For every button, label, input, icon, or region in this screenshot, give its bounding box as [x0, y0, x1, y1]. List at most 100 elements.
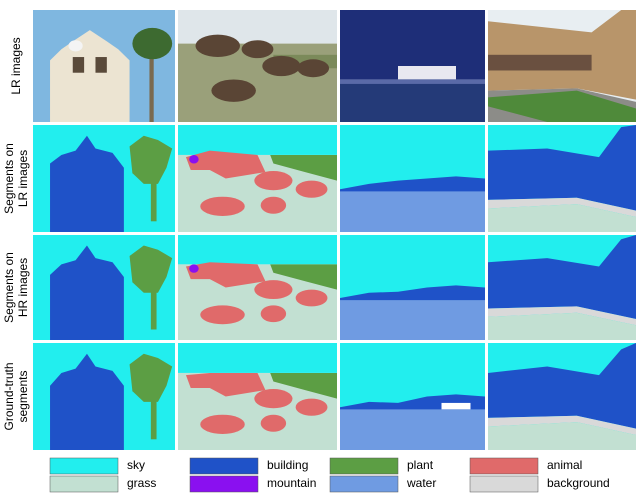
row-label-line: Segments on: [2, 143, 16, 214]
bison: [195, 34, 241, 58]
grass: [488, 204, 636, 232]
animal: [295, 180, 328, 198]
legend-label: mountain: [267, 476, 316, 490]
image-cell: [488, 343, 636, 450]
water: [340, 298, 485, 340]
row-label-line: LR images: [16, 150, 30, 207]
legend-label: water: [406, 476, 436, 490]
animal: [295, 289, 328, 307]
water: [340, 407, 485, 450]
background: [441, 402, 471, 410]
animal: [185, 150, 266, 179]
water: [340, 189, 485, 232]
legend-label: animal: [547, 458, 582, 472]
legend-label: background: [547, 476, 610, 490]
image-cell: [33, 235, 175, 340]
plant: [129, 353, 173, 402]
image-cell: [178, 10, 337, 122]
tower: [50, 30, 130, 122]
plant: [150, 178, 157, 222]
legend-swatch: [49, 475, 119, 493]
region: [72, 57, 85, 73]
image-cell: [178, 235, 337, 340]
legend-swatch: [329, 457, 399, 475]
background: [488, 306, 636, 326]
image-cell: [178, 343, 337, 450]
bison: [297, 59, 330, 78]
region: [178, 343, 337, 373]
image-cell: [178, 125, 337, 232]
plant: [129, 245, 173, 293]
building: [488, 343, 636, 429]
image-grid: [33, 10, 636, 450]
image-cell: [33, 343, 175, 450]
region: [95, 57, 107, 73]
animal: [200, 196, 245, 216]
legend-swatch: [329, 475, 399, 493]
row-label-line: Ground-truth: [2, 362, 16, 430]
row-label-line: Segments on: [2, 252, 16, 323]
animal: [254, 389, 293, 409]
image-cell: [33, 125, 175, 232]
image-cell: [340, 10, 485, 122]
legend: sky grass building mountain plant water animal…: [49, 457, 610, 493]
animal: [200, 305, 245, 325]
image-cell: [488, 235, 636, 340]
animal: [254, 171, 293, 191]
image-cell: [488, 125, 636, 232]
bison: [211, 79, 256, 102]
building: [340, 285, 485, 301]
legend-swatch: [189, 475, 259, 493]
building: [488, 235, 636, 319]
image-cell: [340, 343, 485, 450]
row-label: Segments onLR images: [2, 143, 30, 214]
row-label: Segments onHR images: [2, 252, 30, 323]
animal: [295, 398, 328, 416]
building: [340, 176, 485, 192]
animal: [185, 262, 266, 288]
region: [178, 125, 337, 155]
mountain: [189, 154, 199, 164]
legend-swatch: [189, 457, 259, 475]
background: [488, 415, 636, 436]
bison: [241, 40, 274, 59]
legend-label: sky: [127, 458, 145, 472]
region: [340, 79, 485, 84]
animal: [200, 414, 245, 434]
image-cell: [340, 235, 485, 340]
plant: [129, 135, 173, 184]
building: [50, 353, 124, 450]
row-label: Ground-truthsegments: [2, 362, 30, 430]
legend-label: plant: [407, 458, 434, 472]
region: [488, 54, 592, 71]
legend-label: grass: [127, 476, 156, 490]
water: [340, 79, 485, 122]
animal: [260, 305, 287, 323]
row-label: LR images: [9, 37, 23, 94]
animal: [254, 280, 293, 300]
legend-label: building: [267, 458, 308, 472]
animal: [260, 196, 287, 214]
clock: [68, 40, 83, 52]
plant: [270, 264, 337, 290]
region: [178, 235, 337, 265]
row-label-line: LR images: [9, 37, 23, 94]
building: [488, 125, 636, 211]
legend-swatch: [469, 475, 539, 493]
building: [50, 135, 124, 232]
trunk: [149, 52, 154, 122]
plant: [270, 154, 337, 181]
image-cell: [488, 10, 636, 122]
animal: [260, 414, 287, 432]
palm: [132, 27, 173, 60]
image-cell: [33, 10, 175, 122]
building: [50, 245, 124, 340]
bison: [262, 55, 301, 77]
legend-swatch: [469, 457, 539, 475]
row-label-line: HR images: [16, 258, 30, 317]
background: [488, 197, 636, 218]
row-label-line: segments: [16, 370, 30, 422]
plant: [270, 372, 337, 399]
